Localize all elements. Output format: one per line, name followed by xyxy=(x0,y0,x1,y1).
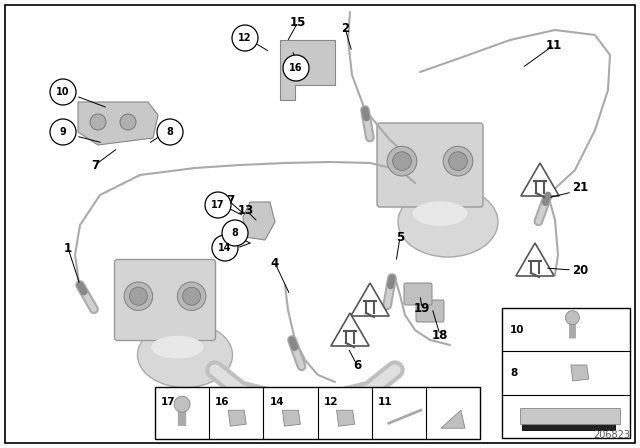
Text: 12: 12 xyxy=(238,33,252,43)
Text: 206823: 206823 xyxy=(593,430,630,440)
Text: 14: 14 xyxy=(269,397,284,407)
Text: 19: 19 xyxy=(414,302,430,314)
Text: 2: 2 xyxy=(341,22,349,34)
Circle shape xyxy=(182,287,200,305)
Circle shape xyxy=(120,114,136,130)
Polygon shape xyxy=(228,410,246,426)
Circle shape xyxy=(205,192,231,218)
Polygon shape xyxy=(243,202,275,240)
Text: 8: 8 xyxy=(510,368,517,378)
Polygon shape xyxy=(521,163,559,196)
Circle shape xyxy=(124,282,153,310)
Circle shape xyxy=(449,152,467,170)
FancyBboxPatch shape xyxy=(115,259,216,340)
Text: 4: 4 xyxy=(271,257,279,270)
Polygon shape xyxy=(78,102,158,145)
Circle shape xyxy=(393,152,412,170)
Circle shape xyxy=(90,114,106,130)
Polygon shape xyxy=(282,410,300,426)
Text: 16: 16 xyxy=(215,397,230,407)
Text: 10: 10 xyxy=(56,87,70,97)
Text: 17: 17 xyxy=(220,194,236,207)
Bar xyxy=(155,387,480,439)
Text: 6: 6 xyxy=(353,358,361,371)
Polygon shape xyxy=(520,408,620,424)
Circle shape xyxy=(50,119,76,145)
Circle shape xyxy=(565,310,579,325)
Polygon shape xyxy=(351,283,389,316)
Text: 17: 17 xyxy=(161,397,175,407)
Polygon shape xyxy=(522,424,615,431)
Text: 13: 13 xyxy=(238,203,254,216)
Polygon shape xyxy=(331,313,369,346)
FancyBboxPatch shape xyxy=(404,283,432,305)
Text: 8: 8 xyxy=(232,228,239,238)
Polygon shape xyxy=(337,410,355,426)
Circle shape xyxy=(222,220,248,246)
Circle shape xyxy=(212,235,238,261)
Circle shape xyxy=(387,146,417,176)
Text: 20: 20 xyxy=(572,263,588,276)
Ellipse shape xyxy=(413,201,467,226)
Circle shape xyxy=(232,25,258,51)
Ellipse shape xyxy=(151,336,204,358)
Text: 1: 1 xyxy=(64,241,72,254)
FancyBboxPatch shape xyxy=(416,300,444,322)
Ellipse shape xyxy=(398,187,498,257)
Circle shape xyxy=(177,282,206,310)
Circle shape xyxy=(283,55,309,81)
Polygon shape xyxy=(571,365,589,381)
Polygon shape xyxy=(441,410,465,428)
Text: 10: 10 xyxy=(510,325,525,335)
Bar xyxy=(502,308,630,438)
Text: 14: 14 xyxy=(218,243,232,253)
Text: 15: 15 xyxy=(290,16,306,29)
Text: 11: 11 xyxy=(546,39,562,52)
Circle shape xyxy=(443,146,473,176)
Text: 21: 21 xyxy=(572,181,588,194)
Polygon shape xyxy=(516,243,554,276)
Polygon shape xyxy=(280,40,335,100)
Circle shape xyxy=(174,396,190,412)
Text: 9: 9 xyxy=(60,127,67,137)
FancyBboxPatch shape xyxy=(377,123,483,207)
Text: 5: 5 xyxy=(396,231,404,244)
Text: 8: 8 xyxy=(166,127,173,137)
Text: 12: 12 xyxy=(323,397,338,407)
Text: 18: 18 xyxy=(432,328,448,341)
Ellipse shape xyxy=(138,323,232,388)
Circle shape xyxy=(129,287,147,305)
Circle shape xyxy=(157,119,183,145)
Text: 11: 11 xyxy=(378,397,392,407)
Circle shape xyxy=(50,79,76,105)
Text: 17: 17 xyxy=(211,200,225,210)
Text: 16: 16 xyxy=(289,63,303,73)
Text: 7: 7 xyxy=(91,159,99,172)
